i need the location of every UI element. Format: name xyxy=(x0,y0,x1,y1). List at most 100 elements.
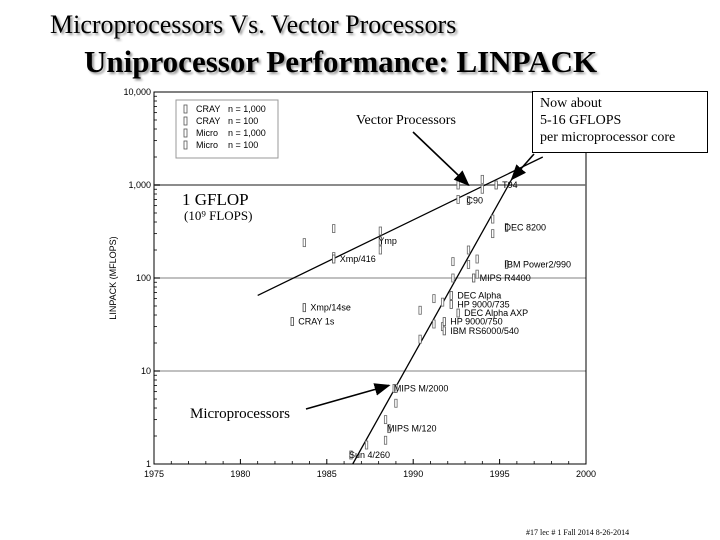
data-point-marker xyxy=(504,260,509,269)
legend-swatch xyxy=(183,104,188,114)
data-point-marker xyxy=(387,424,391,434)
legend-n-label: n = 1,000 xyxy=(228,104,266,114)
annotation-arrow xyxy=(305,383,391,410)
data-point-label: C90 xyxy=(466,196,483,206)
data-point-marker xyxy=(491,214,495,224)
x-tick-label: 1990 xyxy=(403,469,423,479)
data-point-marker xyxy=(466,245,471,255)
data-point-label: CRAY 1s xyxy=(298,317,335,327)
y-tick-label: 100 xyxy=(136,273,151,283)
x-tick-label: 2000 xyxy=(576,469,596,479)
y-tick-label: 1 xyxy=(146,459,151,469)
data-point-marker xyxy=(394,398,398,408)
data-point-label: Sun 4/260 xyxy=(349,450,390,460)
legend-system-label: CRAY xyxy=(196,104,220,114)
data-point-marker xyxy=(466,260,471,269)
data-point-marker xyxy=(494,180,498,190)
data-point-label: IBM RS6000/540 xyxy=(450,326,519,336)
data-point-marker xyxy=(451,273,455,283)
data-point-marker xyxy=(449,290,453,300)
annotation-arrow xyxy=(510,153,535,181)
data-point-marker xyxy=(475,254,479,264)
slide-title: Microprocessors Vs. Vector Processors xyxy=(50,10,457,39)
data-point-marker xyxy=(349,450,353,460)
data-point-marker xyxy=(480,184,484,194)
annotation-now-line-3: per microprocessor core xyxy=(540,130,676,145)
legend-system-label: Micro xyxy=(196,128,218,138)
annotation-1-gflop: 1 GFLOP xyxy=(182,190,249,209)
chart-legend: CRAY n = 1,000 CRAY n = 100 Micro n = 1,000 Mi… xyxy=(175,99,279,159)
x-tick-label: 1975 xyxy=(144,469,164,479)
slide-footer: #17 lec # 1 Fall 2014 8-26-2014 xyxy=(526,528,630,537)
legend-box xyxy=(175,99,279,159)
data-point-label: Ymp xyxy=(378,236,397,246)
y-tick-label: 10,000 xyxy=(123,87,151,97)
data-point-label: DEC 8200 xyxy=(505,222,547,232)
data-point-marker xyxy=(302,238,306,248)
annotation-arrow xyxy=(412,131,470,187)
data-point-marker xyxy=(442,317,446,326)
slide-subtitle: Uniprocessor Performance: LINPACK xyxy=(84,44,598,79)
data-point-marker xyxy=(332,254,336,264)
y-axis-label: LINPACK (MFLOPS) xyxy=(108,236,118,319)
data-point-marker xyxy=(504,223,509,232)
data-point-marker xyxy=(440,297,445,307)
data-point-marker xyxy=(432,294,436,304)
data-point-label: Xmp/14se xyxy=(310,303,351,313)
data-point-marker xyxy=(475,269,479,279)
data-point-marker xyxy=(451,257,455,267)
data-point-marker xyxy=(442,326,446,336)
annotation-gflop-flops: (10⁹ FLOPS) xyxy=(184,208,253,223)
annotation-vector-processors: Vector Processors xyxy=(356,113,456,128)
data-point-marker xyxy=(456,180,460,190)
data-point-label: T94 xyxy=(502,180,518,190)
data-point-marker xyxy=(491,229,495,239)
data-point-marker xyxy=(364,440,369,450)
legend-swatch xyxy=(183,140,188,150)
data-point-marker xyxy=(378,236,382,246)
data-point-marker xyxy=(332,224,336,233)
legend-n-label: n = 100 xyxy=(228,140,258,150)
trend-line-microprocessors xyxy=(352,179,513,465)
data-point-label: DEC Alpha xyxy=(457,290,501,300)
x-tick-label: 1980 xyxy=(230,469,250,479)
legend-swatch xyxy=(183,116,188,126)
data-point-marker xyxy=(290,317,294,326)
data-point-marker xyxy=(480,174,484,184)
data-point-marker xyxy=(456,308,460,318)
x-tick-label: 1985 xyxy=(317,469,337,479)
annotation-now-line-2: 5-16 GFLOPS xyxy=(540,113,622,128)
data-point-label: Xmp/416 xyxy=(340,254,376,264)
annotation-now-line-1: Now about xyxy=(540,96,602,111)
legend-system-label: Micro xyxy=(196,140,218,150)
data-point-label: HP 9000/750 xyxy=(450,317,502,327)
legend-system-label: CRAY xyxy=(196,116,220,126)
data-point-marker xyxy=(472,273,476,283)
annotation-now-about: Now about 5-16 GFLOPS per microprocessor… xyxy=(532,91,708,153)
legend-n-label: n = 100 xyxy=(228,116,258,126)
data-point-label: IBM Power2/990 xyxy=(505,259,572,269)
data-point-label: HP 9000/735 xyxy=(457,299,509,309)
data-point-marker xyxy=(378,245,382,255)
y-tick-label: 1,000 xyxy=(128,180,151,190)
data-point-marker xyxy=(383,415,388,425)
y-tick-label: 10 xyxy=(141,366,151,376)
data-point-label: MIPS M/120 xyxy=(387,424,437,434)
data-point-label: MIPS R4400 xyxy=(480,273,531,283)
data-point-label: DEC Alpha AXP xyxy=(464,308,528,318)
data-point-marker xyxy=(383,435,388,445)
data-point-label: MIPS M/2000 xyxy=(394,383,449,393)
annotation-microprocessors: Microprocessors xyxy=(190,406,290,422)
data-point-marker xyxy=(378,226,382,236)
data-point-marker xyxy=(394,383,398,393)
data-point-marker xyxy=(418,305,422,315)
legend-n-label: n = 1,000 xyxy=(228,128,266,138)
data-point-marker xyxy=(456,195,460,204)
data-point-marker xyxy=(432,319,436,329)
data-point-marker xyxy=(466,196,471,205)
data-point-marker xyxy=(418,334,422,344)
data-point-marker xyxy=(302,303,306,313)
trend-line-vector-processors xyxy=(257,156,544,296)
x-tick-label: 1995 xyxy=(490,469,510,479)
